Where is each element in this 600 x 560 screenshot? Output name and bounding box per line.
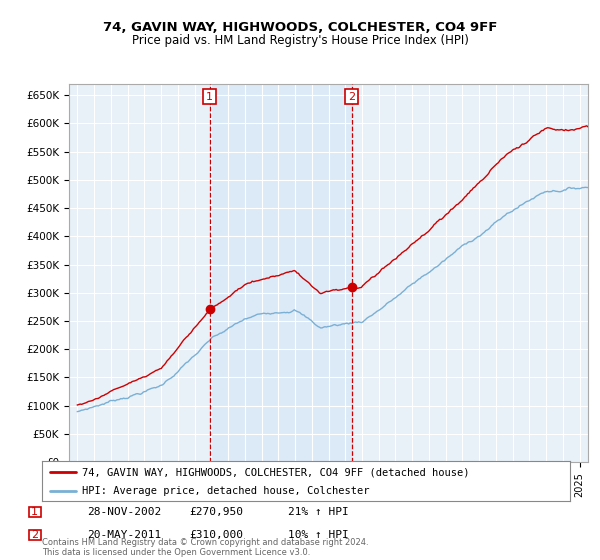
Text: 74, GAVIN WAY, HIGHWOODS, COLCHESTER, CO4 9FF (detached house): 74, GAVIN WAY, HIGHWOODS, COLCHESTER, CO… bbox=[82, 467, 469, 477]
Text: 10% ↑ HPI: 10% ↑ HPI bbox=[288, 530, 349, 540]
Text: 1: 1 bbox=[31, 507, 38, 517]
Text: HPI: Average price, detached house, Colchester: HPI: Average price, detached house, Colc… bbox=[82, 486, 369, 496]
Text: £270,950: £270,950 bbox=[189, 507, 243, 517]
Text: Contains HM Land Registry data © Crown copyright and database right 2024.
This d: Contains HM Land Registry data © Crown c… bbox=[42, 538, 368, 557]
Text: 20-MAY-2011: 20-MAY-2011 bbox=[87, 530, 161, 540]
Text: £310,000: £310,000 bbox=[189, 530, 243, 540]
Bar bbox=[209, 84, 352, 462]
Text: 28-NOV-2002: 28-NOV-2002 bbox=[87, 507, 161, 517]
Text: 1: 1 bbox=[206, 91, 213, 101]
Text: 2: 2 bbox=[31, 530, 38, 540]
Text: 2: 2 bbox=[348, 91, 355, 101]
Text: Price paid vs. HM Land Registry's House Price Index (HPI): Price paid vs. HM Land Registry's House … bbox=[131, 34, 469, 46]
Text: 74, GAVIN WAY, HIGHWOODS, COLCHESTER, CO4 9FF: 74, GAVIN WAY, HIGHWOODS, COLCHESTER, CO… bbox=[103, 21, 497, 34]
Text: 21% ↑ HPI: 21% ↑ HPI bbox=[288, 507, 349, 517]
